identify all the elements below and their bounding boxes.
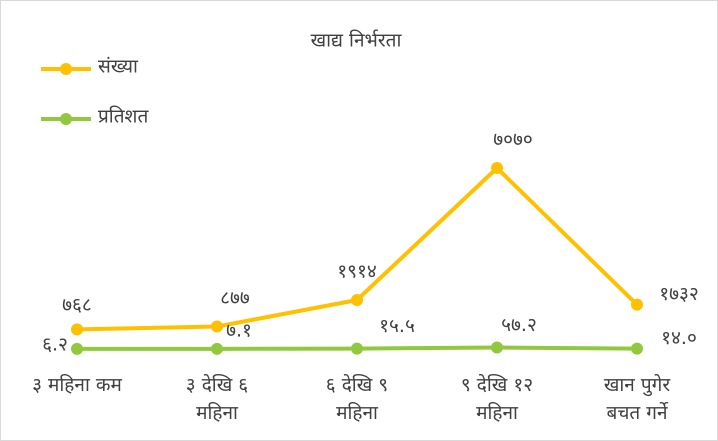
data-label: ७६८ [62,294,92,316]
data-point [491,341,503,354]
data-point [631,298,643,311]
data-label: ८७७ [220,287,250,309]
data-point [211,342,223,355]
data-point [351,342,363,355]
data-label: ५७.२ [501,314,537,336]
chart-title: खाद्य निर्भरता [311,29,403,52]
data-label: १४.० [661,327,697,349]
x-tick-label: ९ देखि १२ महिना [460,374,534,424]
data-point [71,323,83,336]
x-tick-label: ३ देखि ६ महिना [185,374,249,424]
legend-marker [60,113,72,125]
data-point [631,342,643,355]
x-tick-label: ३ महिना कम [32,374,122,396]
data-point [71,342,83,355]
data-label: ६.२ [42,333,68,355]
data-label: १७३२ [659,283,699,305]
x-tick-label: खान पुगेर बचत गर्ने [603,374,671,424]
legend-label: संख्या [98,56,139,78]
legend-label: प्रतिशत [98,105,149,128]
x-tick-label: ६ देखि ९ महिना [325,374,389,424]
data-point [351,294,363,307]
data-label: १५.५ [379,315,415,337]
data-point [211,320,223,333]
legend-marker [60,63,72,75]
data-label: ७०७० [493,129,533,151]
data-point [491,162,503,175]
data-label: १९१४ [337,261,377,283]
data-label: ७.१ [226,319,252,341]
